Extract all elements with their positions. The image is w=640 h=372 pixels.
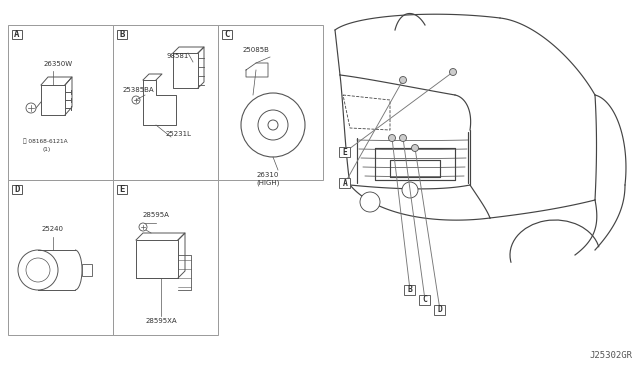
Circle shape [18,250,58,290]
Bar [12,29,22,38]
Text: D: D [14,185,20,193]
Text: J25302GR: J25302GR [589,351,632,360]
Circle shape [26,103,36,113]
Bar [113,25,218,180]
Text: B: B [119,29,125,38]
Text: 25231L: 25231L [166,131,192,137]
Bar [8,180,113,335]
Bar [117,29,127,38]
Text: B: B [408,285,412,295]
Text: C: C [422,295,428,305]
Bar [218,25,323,180]
Bar [404,285,415,295]
Text: E: E [119,185,125,193]
Circle shape [402,182,418,198]
Bar [339,147,351,157]
Circle shape [399,135,406,141]
Text: E: E [342,148,348,157]
Circle shape [449,68,456,76]
Bar [82,264,92,276]
Bar [339,178,351,188]
Text: 25240: 25240 [42,226,64,232]
Text: 26350W: 26350W [44,61,72,67]
Text: 25385BA: 25385BA [123,87,155,93]
Circle shape [268,120,278,130]
Bar [8,25,113,180]
Bar [435,305,445,315]
Text: 98581: 98581 [167,53,189,59]
Bar [136,240,178,278]
Text: 25085B: 25085B [243,47,270,53]
Text: A: A [14,29,20,38]
Circle shape [258,110,288,140]
Bar [117,185,127,193]
Circle shape [26,258,50,282]
Circle shape [241,93,305,157]
Circle shape [399,77,406,83]
Bar [12,185,22,193]
Text: (1): (1) [42,147,51,152]
Circle shape [412,144,419,151]
Bar [222,29,232,38]
Bar [113,180,218,335]
Circle shape [388,135,396,141]
Circle shape [360,192,380,212]
Circle shape [132,96,140,104]
Circle shape [139,223,147,231]
Text: D: D [438,305,442,314]
Text: A: A [342,179,348,187]
Bar [419,295,431,305]
Text: C: C [224,29,230,38]
Text: 26310: 26310 [257,172,279,178]
Text: Ⓢ 08168-6121A: Ⓢ 08168-6121A [23,138,68,144]
Text: 28595A: 28595A [143,212,170,218]
Text: 28595XA: 28595XA [145,318,177,324]
Text: (HIGH): (HIGH) [256,179,280,186]
